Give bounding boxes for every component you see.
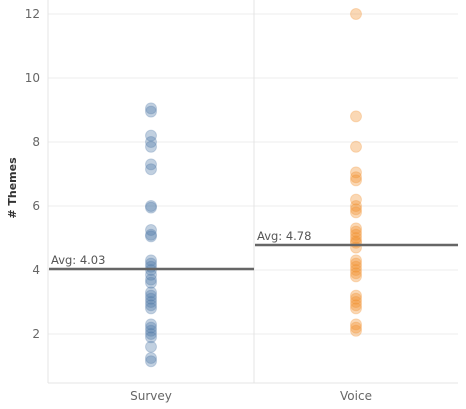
data-point [350,302,362,315]
y-tick-label: 12 [25,7,40,21]
data-point [145,299,157,312]
data-point [145,200,157,212]
data-point [350,225,362,238]
data-point [145,328,157,340]
data-point [350,203,362,216]
data-point [350,264,362,276]
data-point [145,292,157,305]
data-point [145,158,157,171]
data-point [145,352,157,364]
average-lines: Avg: 4.03 Avg: 4.78 [49,229,458,271]
data-point [350,267,362,280]
data-point [145,102,157,115]
data-points [145,8,362,368]
data-point [145,254,157,267]
data-point [350,140,362,153]
data-point [350,171,362,184]
data-point [145,136,157,148]
data-point [350,232,362,244]
data-point [145,296,157,308]
average-label: Avg: 4.03 [51,253,105,267]
data-point [350,299,362,312]
data-point [350,222,362,235]
data-point [145,331,157,344]
x-tick-label: Survey [130,389,172,403]
data-point [145,129,157,142]
data-point [350,110,362,123]
x-tick-labels: Survey Voice [130,389,372,403]
data-point [145,321,157,334]
y-tick-label: 10 [25,71,40,85]
data-point [350,257,362,270]
data-point [145,318,157,331]
data-point [145,273,157,286]
data-point [350,296,362,308]
gridlines [48,13,458,335]
data-point [145,276,157,289]
data-point [145,105,157,118]
data-point [350,324,362,337]
data-point [145,230,157,243]
data-point [145,289,157,302]
data-point [350,289,362,302]
data-point [145,228,157,241]
data-point [350,321,362,334]
data-point [145,302,157,315]
data-point [145,140,157,153]
data-point [350,228,362,241]
data-point [350,174,362,187]
data-point [350,292,362,305]
data-point [145,286,157,299]
data-point [145,224,157,236]
data-point [350,200,362,212]
data-point [350,260,362,273]
data-point [145,201,157,214]
data-point [350,270,362,283]
x-tick-label: Voice [340,389,372,403]
data-point [350,206,362,219]
data-point [350,318,362,331]
y-axis-label: # Themes [6,157,19,219]
y-tick-label: 2 [32,327,40,341]
data-point [350,241,362,254]
y-tick-label: 8 [32,135,40,149]
data-point [145,324,157,337]
data-point [350,193,362,206]
data-point [145,340,157,353]
data-point [145,163,157,176]
data-point [350,166,362,179]
y-tick-label: 4 [32,263,40,277]
average-label: Avg: 4.78 [257,229,311,243]
data-point [350,254,362,267]
y-tick-labels: 2 4 6 8 10 12 [25,7,40,341]
data-point [350,8,362,20]
data-point [145,355,157,368]
y-tick-label: 6 [32,199,40,213]
